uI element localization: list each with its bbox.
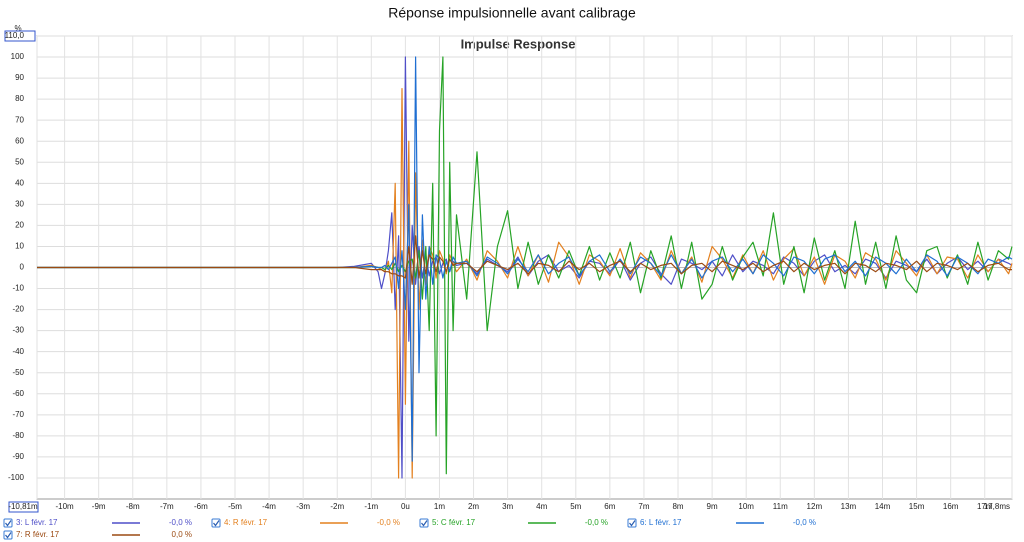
y-limit-box <box>4 30 36 42</box>
legend-value: 0,0 % <box>172 530 192 539</box>
series-line <box>37 56 1013 475</box>
x-limit-box <box>8 501 39 513</box>
legend-label: 6: L févr. 17 <box>640 518 682 527</box>
x-tick-label: -7m <box>160 502 174 511</box>
legend-item[interactable]: 3: L févr. 17 -0,0 % <box>3 518 192 528</box>
legend-label: 3: L févr. 17 <box>16 518 58 527</box>
x-tick-label: 9m <box>707 502 718 511</box>
legend-item[interactable]: 4: R févr. 17 -0,0 % <box>211 518 400 528</box>
y-tick-label: 40 <box>15 178 24 187</box>
series-line <box>37 235 1012 285</box>
legend-value: -0,0 % <box>377 518 400 527</box>
y-tick-label: -70 <box>12 410 24 419</box>
legend-label: 7: R févr. 17 <box>16 530 60 539</box>
y-tick-label: 90 <box>15 73 24 82</box>
y-tick-label: 110,0 <box>5 31 25 40</box>
x-tick-label: -3m <box>296 502 310 511</box>
y-tick-label: 100 <box>11 52 25 61</box>
x-tick-label: 6m <box>604 502 615 511</box>
x-tick-label: 7m <box>638 502 649 511</box>
x-tick-label: 17,8ms <box>984 502 1010 511</box>
x-tick-label: 11m <box>773 502 788 511</box>
y-tick-label: 50 <box>15 157 24 166</box>
y-tick-label: 10 <box>15 242 24 251</box>
x-tick-label: 12m <box>807 502 823 511</box>
chart-title: Réponse impulsionnelle avant calibrage <box>388 5 636 21</box>
x-tick-label: 10m <box>738 502 754 511</box>
y-tick-label: 80 <box>15 94 24 103</box>
checkmark <box>629 520 636 527</box>
legend-value: -0,0 % <box>585 518 608 527</box>
x-tick-label: 5m <box>570 502 581 511</box>
x-tick-label: -4m <box>262 502 276 511</box>
legend-item[interactable]: 5: C févr. 17 -0,0 % <box>419 518 608 528</box>
y-axis-unit: % <box>14 24 21 33</box>
chart-subtitle: Impulse Response <box>461 36 576 51</box>
x-tick-label: 0u <box>401 502 410 511</box>
x-tick-label: -6m <box>194 502 208 511</box>
y-tick-label: -60 <box>12 389 24 398</box>
x-tick-label: -5m <box>228 502 242 511</box>
legend-label: 4: R févr. 17 <box>224 518 268 527</box>
y-tick-label: 60 <box>15 136 24 145</box>
y-tick-label: -90 <box>12 452 24 461</box>
checkmark <box>5 520 12 527</box>
x-tick-label: 17m <box>977 502 993 511</box>
x-tick-label: -9m <box>92 502 106 511</box>
legend-item[interactable]: 6: L févr. 17 -0,0 % <box>627 518 816 528</box>
series-line <box>37 56 1013 462</box>
y-tick-label: -30 <box>12 326 24 335</box>
legend-label: 5: C févr. 17 <box>432 518 476 527</box>
y-tick-label: 30 <box>15 199 24 208</box>
x-tick-label: -2m <box>330 502 344 511</box>
y-tick-label: -100 <box>8 473 25 482</box>
y-tick-label: 0 <box>20 263 25 272</box>
checkmark <box>421 520 428 527</box>
x-tick-label: 15m <box>909 502 925 511</box>
x-tick-label: -1m <box>364 502 378 511</box>
x-tick-label: 14m <box>875 502 891 511</box>
x-tick-label: -10m <box>55 502 74 511</box>
y-tick-label: -20 <box>12 305 24 314</box>
x-tick-label: 16m <box>943 502 959 511</box>
y-tick-label: -80 <box>12 431 24 440</box>
checkmark <box>5 532 12 539</box>
checkmark <box>213 520 220 527</box>
y-tick-label: -50 <box>12 368 24 377</box>
x-tick-label: 4m <box>536 502 547 511</box>
x-tick-label: 8m <box>672 502 683 511</box>
x-tick-label: -8m <box>126 502 140 511</box>
legend-value: -0,0 % <box>169 518 192 527</box>
legend-value: -0,0 % <box>793 518 816 527</box>
y-tick-label: -40 <box>12 347 24 356</box>
legend-item[interactable]: 7: R févr. 17 0,0 % <box>3 530 192 540</box>
x-tick-label: 13m <box>841 502 857 511</box>
y-tick-label: 70 <box>15 115 24 124</box>
y-tick-label: -10 <box>12 284 24 293</box>
x-tick-label: -10,81m <box>8 502 38 511</box>
y-tick-label: 20 <box>15 221 24 230</box>
x-tick-label: 3m <box>502 502 513 511</box>
x-tick-label: 2m <box>468 502 479 511</box>
x-tick-label: 1m <box>434 502 445 511</box>
